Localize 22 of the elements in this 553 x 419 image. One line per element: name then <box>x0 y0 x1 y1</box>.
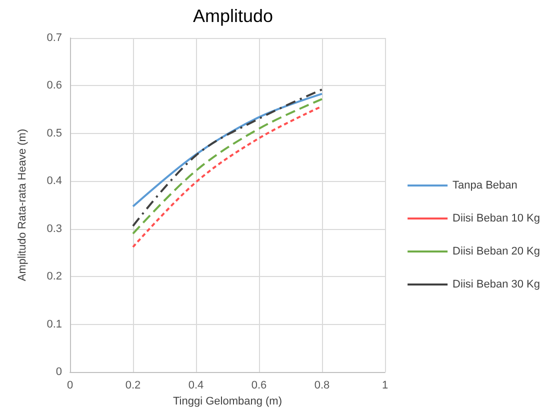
x-axis-title: Tinggi Gelombang (m) <box>172 395 282 408</box>
y-tick-label: 0.1 <box>46 318 62 330</box>
x-tick-label: 0.2 <box>125 380 141 392</box>
x-tick-label: 0.8 <box>314 380 330 392</box>
y-tick-label: 0 <box>56 366 62 378</box>
legend-label: Diisi Beban 30 Kg <box>452 278 540 290</box>
x-tick-label: 0.4 <box>188 380 204 392</box>
x-tick-label: 0 <box>66 380 74 392</box>
x-tick-label: 0.6 <box>251 380 267 392</box>
chart-title: Amplitudo <box>192 6 274 26</box>
y-tick-label: 0.3 <box>46 222 62 235</box>
line-series <box>132 92 323 208</box>
x-tick-label: 1 <box>382 380 388 392</box>
y-tick-label: 0.2 <box>46 270 62 283</box>
legend-label: Tanpa Beban <box>452 180 518 192</box>
y-axis-title: Amplitudo Rata-rata Heave (m) <box>16 128 28 282</box>
legend-label: Diisi Beban 10 Kg <box>452 212 540 224</box>
y-tick-label: 0.5 <box>46 127 62 140</box>
y-tick-label: 0.4 <box>46 175 62 188</box>
y-tick-label: 0.6 <box>46 80 62 92</box>
legend-label: Diisi Beban 20 Kg <box>452 246 540 258</box>
y-tick-label: 0.7 <box>46 32 62 44</box>
